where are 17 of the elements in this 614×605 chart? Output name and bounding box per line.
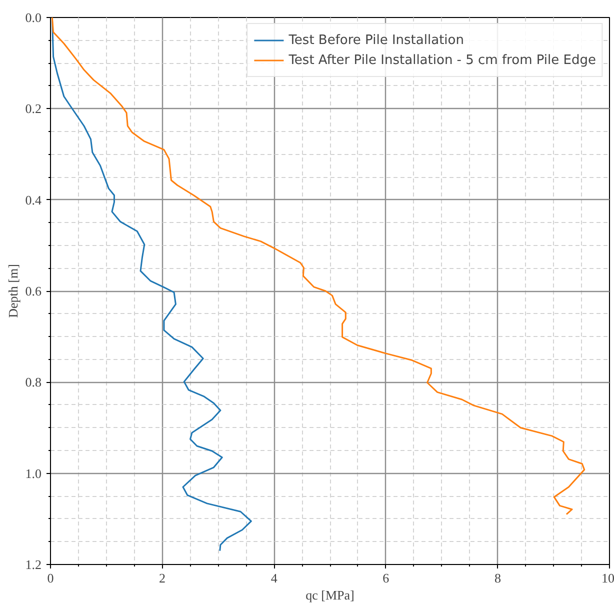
y-tick-label: 0.6 [25,284,42,298]
x-tick-label: 4 [270,570,278,586]
x-tick-label: 2 [159,570,166,586]
x-tick-label: 6 [382,570,390,586]
x-tick-label: 0 [47,570,54,586]
legend-label: Test After Pile Installation - 5 cm from Pile Edge [288,52,596,68]
x-tick-label: 8 [494,570,501,586]
y-tick-label: 0.2 [25,101,42,116]
y-tick-label: 1.0 [25,466,42,481]
y-tick-label: 0.0 [25,10,42,25]
x-axis-title: qc [MPa] [306,588,354,602]
y-tick-label: 0.4 [25,192,42,208]
legend-label: Test Before Pile Installation [288,32,464,48]
y-tick-label: 1.2 [25,557,42,572]
y-tick-label: 0.8 [25,374,42,390]
y-axis-title: Depth [m] [5,264,20,318]
x-tick-label: 10 [602,570,614,586]
